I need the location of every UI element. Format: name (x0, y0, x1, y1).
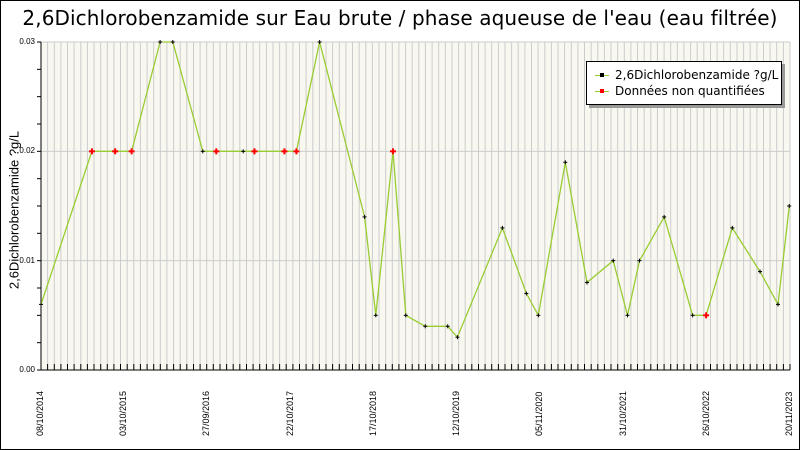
x-tick-label: 03/10/2015 (118, 390, 129, 436)
data-point (317, 40, 322, 44)
legend-item-non-quantified: Données non quantifiées (595, 83, 765, 99)
data-point (200, 149, 205, 154)
x-tick-label: 08/10/2014 (35, 390, 45, 436)
x-tick-label: 17/10/2018 (367, 390, 378, 436)
non-quantified-point (128, 148, 135, 155)
x-tick-label: 27/09/2016 (201, 390, 212, 436)
legend-item-quantified: 2,6Dichlorobenzamide ?g/L (595, 67, 778, 83)
x-tick-label: 26/10/2022 (700, 390, 711, 436)
data-point (500, 225, 505, 230)
non-quantified-point (293, 148, 300, 155)
non-quantified-point (88, 148, 95, 155)
data-point (158, 40, 163, 44)
legend-marker-quantified-icon (595, 70, 609, 80)
non-quantified-point (390, 148, 397, 155)
non-quantified-point (112, 148, 119, 155)
legend: 2,6Dichlorobenzamide ?g/L Données non qu… (586, 61, 782, 105)
y-tick-label: 0.01 (19, 255, 35, 265)
data-point (776, 302, 781, 307)
data-point (455, 335, 460, 340)
data-point (362, 214, 367, 219)
data-point (662, 214, 667, 219)
data-point (730, 225, 735, 230)
y-tick-label: 0.02 (19, 146, 35, 156)
data-point (39, 302, 43, 307)
data-point (445, 324, 450, 329)
data-point (625, 313, 630, 318)
legend-label: Données non quantifiées (615, 84, 765, 98)
data-point (524, 291, 529, 296)
non-quantified-point (213, 148, 220, 155)
data-point (563, 160, 568, 165)
legend-label: 2,6Dichlorobenzamide ?g/L (615, 68, 779, 82)
legend-marker-non-quantified-icon (595, 86, 609, 96)
data-point (423, 324, 428, 329)
non-quantified-point (281, 148, 288, 155)
non-quantified-point (703, 312, 710, 319)
y-tick-label: 0.03 (19, 37, 35, 46)
chart-title: 2,6Dichlorobenzamide sur Eau brute / pha… (22, 6, 778, 30)
data-point (758, 269, 763, 274)
x-tick-label: 22/10/2017 (284, 390, 295, 436)
data-point (241, 149, 246, 154)
x-tick-label: 05/11/2020 (534, 391, 545, 436)
data-point (536, 313, 541, 318)
data-point (611, 258, 616, 263)
data-point (170, 40, 175, 44)
data-point (585, 280, 590, 285)
non-quantified-point (251, 148, 258, 155)
data-point (373, 313, 378, 318)
x-tick-label: 12/10/2019 (451, 390, 462, 436)
x-tick-label: 20/11/2023 (784, 391, 794, 436)
x-tick-label: 31/10/2021 (617, 390, 628, 436)
data-point (690, 313, 695, 318)
data-point (787, 204, 792, 208)
data-point (403, 313, 408, 318)
data-point (637, 258, 642, 263)
y-tick-label: 0.00 (19, 365, 35, 374)
